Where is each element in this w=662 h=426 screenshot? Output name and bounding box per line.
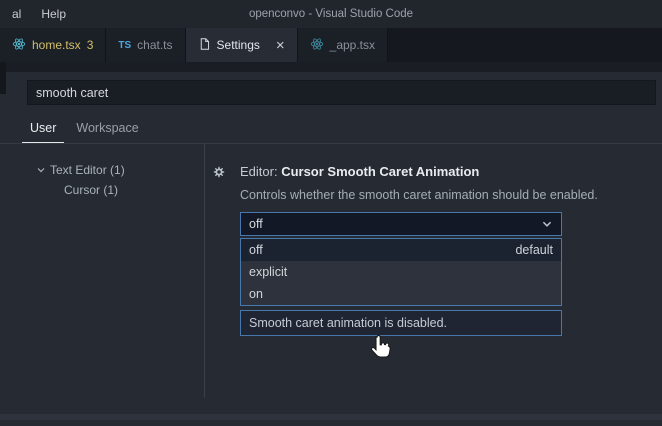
toc-item-cursor[interactable]: Cursor (1) [0, 180, 204, 200]
settings-editor: User Workspace Text Editor (1) Cursor (1… [0, 62, 662, 420]
select-current-value: off [249, 217, 263, 231]
tab-home-tsx[interactable]: home.tsx 3 [0, 28, 107, 62]
title-bar: al Help openconvo - Visual Studio Code [0, 0, 662, 28]
editor-tab-bar: home.tsx 3 TS chat.ts Settings × _app.ts… [0, 28, 662, 62]
react-icon [310, 37, 324, 54]
setting-description: Controls whether the smooth caret animat… [240, 188, 598, 202]
chevron-down-icon [542, 221, 552, 227]
setting-title: Editor: Cursor Smooth Caret Animation [240, 164, 662, 179]
settings-scope-tabs: User Workspace [0, 117, 662, 144]
option-label: on [249, 287, 263, 301]
toc-item-text-editor[interactable]: Text Editor (1) [0, 160, 204, 180]
dropdown-option-on[interactable]: on [241, 283, 561, 305]
select-dropdown-list: off default explicit on [240, 238, 562, 306]
setting-status-message: Smooth caret animation is disabled. [240, 310, 562, 336]
tab-bar-empty-space [388, 28, 662, 62]
left-edge-decoration [0, 62, 6, 94]
tab-label: chat.ts [137, 38, 173, 52]
scope-tab-workspace[interactable]: Workspace [76, 121, 139, 135]
tab-chat-ts[interactable]: TS chat.ts [106, 28, 186, 62]
chevron-down-icon [37, 168, 45, 173]
menu-bar: al Help [0, 5, 74, 23]
toc-label: Text Editor (1) [50, 163, 125, 177]
scope-tab-user[interactable]: User [22, 117, 65, 143]
tab-badge: 3 [86, 38, 94, 52]
settings-search-input[interactable] [27, 80, 656, 105]
close-icon[interactable]: × [275, 36, 285, 54]
tab-settings[interactable]: Settings × [185, 28, 298, 62]
option-default-badge: default [515, 243, 553, 257]
option-label: off [249, 243, 263, 257]
setting-value-select[interactable]: off [240, 212, 562, 236]
react-icon [12, 37, 26, 54]
toc-label: Cursor (1) [64, 183, 119, 197]
dropdown-option-explicit[interactable]: explicit [241, 261, 561, 283]
editor-top-strip [0, 62, 662, 72]
dropdown-option-off[interactable]: off default [241, 239, 561, 261]
tab-label: _app.tsx [329, 38, 376, 52]
tab-app-tsx[interactable]: _app.tsx [297, 28, 389, 62]
setting-category: Editor: [240, 164, 282, 179]
window-title: openconvo - Visual Studio Code [248, 8, 414, 20]
setting-name: Cursor Smooth Caret Animation [281, 164, 480, 179]
option-label: explicit [249, 265, 288, 279]
settings-detail-panel: Editor: Cursor Smooth Caret Animation Co… [205, 144, 662, 398]
file-icon [198, 37, 211, 54]
tab-label: Settings [216, 38, 260, 52]
gear-icon[interactable] [212, 165, 226, 184]
menu-item-help[interactable]: Help [41, 7, 67, 21]
bottom-edge-strip [0, 414, 662, 420]
settings-toc: Text Editor (1) Cursor (1) [0, 144, 205, 398]
typescript-icon: TS [118, 39, 132, 51]
tab-label: home.tsx [32, 38, 81, 52]
menu-item-partial[interactable]: al [12, 7, 22, 21]
